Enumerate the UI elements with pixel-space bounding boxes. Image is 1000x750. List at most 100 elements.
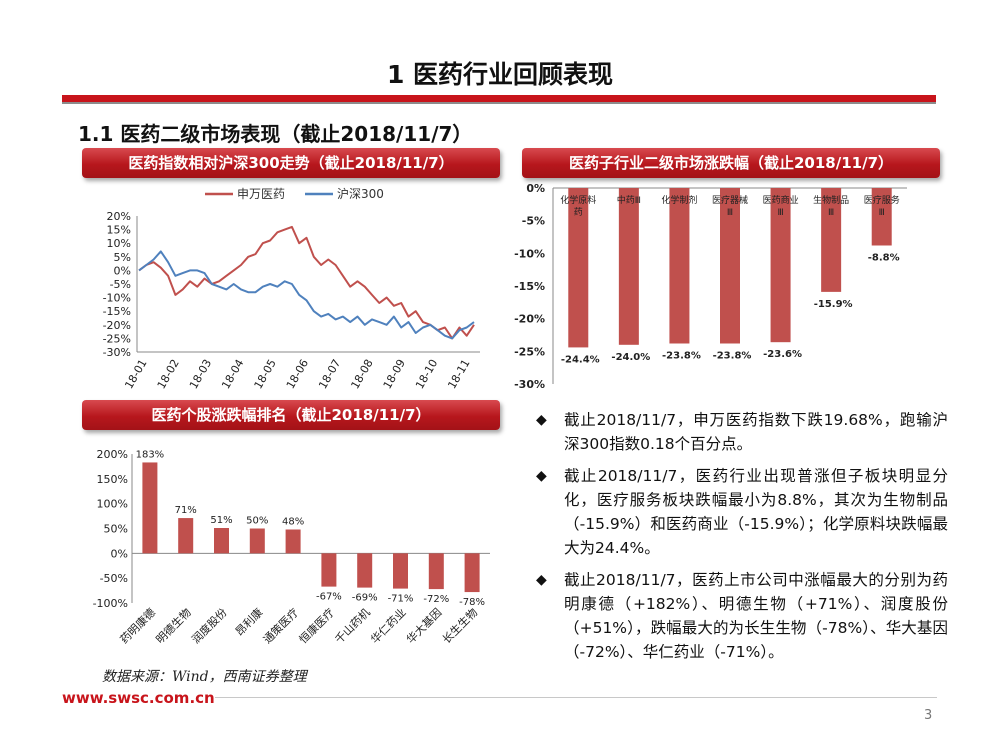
bullet-list: ◆ 截止2018/11/7，申万医药指数下跌19.68%，跑输沪深300指数0.… bbox=[536, 408, 948, 672]
bar-value-label: 48% bbox=[282, 516, 304, 527]
category-label: Ⅲ bbox=[727, 208, 733, 218]
bar-value-label: -71% bbox=[388, 594, 414, 605]
bar-value-label: 71% bbox=[175, 505, 197, 516]
bullet-text: 截止2018/11/7，医药行业出现普涨但子板块明显分化，医疗服务板块跌幅最小为… bbox=[564, 467, 948, 557]
title-underline-grey bbox=[62, 102, 936, 104]
category-label: 医疗服务 bbox=[864, 194, 900, 206]
bar bbox=[393, 553, 408, 589]
bar bbox=[720, 188, 740, 344]
category-label: Ⅲ bbox=[879, 208, 885, 218]
category-label: 医疗器械 bbox=[712, 194, 748, 206]
stock-rank-bar-chart: 200% 150% 100% 50% 0% -50% -100% 183% 药明康德 71% 明德生… bbox=[93, 448, 490, 646]
y-tick-label: -25% bbox=[103, 332, 131, 345]
index-trend-banner: 医药指数相对沪深300走势（截止2018/11/7） bbox=[82, 148, 500, 178]
category-label: 润度股份 bbox=[189, 605, 230, 646]
bar-value-label: -23.8% bbox=[713, 350, 752, 361]
bar bbox=[142, 462, 158, 554]
bullet-text: 截止2018/11/7，申万医药指数下跌19.68%，跑输沪深300指数0.18… bbox=[564, 411, 948, 453]
series-line bbox=[138, 225, 475, 340]
y-tick-label: -10% bbox=[103, 292, 131, 305]
x-tick-label: 18-04 bbox=[219, 357, 246, 391]
category-label: 化学原料 bbox=[560, 194, 596, 206]
y-tick-label: 100% bbox=[97, 498, 128, 511]
index-trend-chart: 申万医药 沪深300 20%15%10%5%0%-5%-10%-15%-20%-25… bbox=[103, 187, 480, 391]
x-tick-label: 18-11 bbox=[445, 357, 472, 391]
x-tick-label: 18-05 bbox=[252, 357, 279, 391]
bullet-item: ◆ 截止2018/11/7，医药行业出现普涨但子板块明显分化，医疗服务板块跌幅最… bbox=[536, 464, 948, 560]
category-label: 医药商业 bbox=[763, 194, 799, 206]
y-tick-label: -5% bbox=[522, 215, 545, 228]
bar bbox=[821, 188, 842, 292]
y-tick-label: 15% bbox=[107, 224, 131, 237]
bar bbox=[178, 518, 194, 554]
bullet-item: ◆ 截止2018/11/7，申万医药指数下跌19.68%，跑输沪深300指数0.… bbox=[536, 408, 948, 456]
category-label: 药明康德 bbox=[117, 605, 158, 646]
y-tick-label: -15% bbox=[514, 280, 545, 293]
category-label: 长生生物 bbox=[439, 605, 480, 646]
bar-value-label: -78% bbox=[459, 597, 485, 608]
y-tick-label: 50% bbox=[104, 523, 128, 536]
bar bbox=[357, 553, 373, 588]
category-label: 恒康医疗 bbox=[296, 605, 337, 646]
bar bbox=[249, 528, 265, 554]
bar-value-label: -23.8% bbox=[662, 350, 701, 361]
y-tick-label: -30% bbox=[103, 346, 131, 359]
category-label: 药 bbox=[574, 207, 583, 218]
y-tick-label: -10% bbox=[514, 247, 545, 260]
y-tick-label: 20% bbox=[107, 210, 131, 223]
y-tick-label: -50% bbox=[100, 572, 128, 585]
diamond-bullet-icon: ◆ bbox=[536, 572, 547, 588]
y-tick-label: -5% bbox=[110, 278, 131, 291]
category-label: 中药Ⅲ bbox=[617, 194, 641, 206]
category-label: 通策医疗 bbox=[260, 605, 301, 646]
bullet-text: 截止2018/11/7，医药上市公司中涨幅最大的分别为药明康德（+182%）、明… bbox=[564, 571, 948, 661]
bar bbox=[214, 528, 229, 554]
x-tick-label: 18-06 bbox=[284, 357, 311, 391]
bar-value-label: -8.8% bbox=[868, 252, 900, 263]
y-tick-label: 0% bbox=[526, 182, 545, 195]
source-note: 数据来源：Wind，西南证券整理 bbox=[102, 669, 307, 685]
bar bbox=[669, 188, 690, 344]
category-label: Ⅲ bbox=[777, 208, 783, 218]
bar bbox=[618, 188, 639, 345]
bar bbox=[321, 553, 337, 587]
category-label: 千山药机 bbox=[332, 605, 373, 646]
y-tick-label: 0% bbox=[114, 264, 131, 277]
bar-value-label: -69% bbox=[352, 593, 378, 604]
footer-divider bbox=[215, 697, 937, 698]
bar-value-label: -24.4% bbox=[561, 354, 600, 365]
bar-value-label: -23.6% bbox=[763, 349, 802, 360]
bar-value-label: -72% bbox=[423, 594, 449, 605]
website-link[interactable]: www.swsc.com.cn bbox=[62, 689, 215, 707]
y-tick-label: -30% bbox=[514, 378, 545, 391]
page-number: 3 bbox=[924, 708, 933, 723]
y-tick-label: 150% bbox=[97, 473, 128, 486]
bar bbox=[285, 529, 301, 554]
category-label: 华大基因 bbox=[403, 605, 444, 646]
category-label: 华仁药业 bbox=[368, 605, 409, 646]
y-tick-label: 5% bbox=[114, 251, 131, 264]
legend-label: 沪深300 bbox=[337, 187, 384, 201]
y-tick-label: -25% bbox=[514, 345, 545, 358]
bar bbox=[568, 188, 589, 348]
diamond-bullet-icon: ◆ bbox=[536, 412, 547, 428]
y-tick-label: -20% bbox=[514, 313, 545, 326]
category-label: Ⅲ bbox=[828, 208, 834, 218]
x-tick-label: 18-03 bbox=[187, 357, 214, 391]
diamond-bullet-icon: ◆ bbox=[536, 468, 547, 484]
category-label: 生物制品 bbox=[813, 194, 849, 206]
bar-value-label: -15.9% bbox=[814, 299, 853, 310]
bar-value-label: 50% bbox=[246, 516, 268, 527]
y-tick-label: -100% bbox=[93, 597, 128, 610]
bar bbox=[428, 553, 444, 590]
bar bbox=[770, 188, 791, 343]
y-tick-label: -15% bbox=[103, 305, 131, 318]
page-title: 1 医药行业回顾表现 bbox=[386, 60, 614, 89]
y-tick-label: 10% bbox=[107, 237, 131, 250]
bar-value-label: 183% bbox=[136, 449, 165, 460]
x-tick-label: 18-10 bbox=[413, 357, 440, 391]
x-tick-label: 18-02 bbox=[155, 357, 182, 391]
title-underline-red bbox=[62, 95, 936, 102]
x-tick-label: 18-07 bbox=[316, 357, 343, 391]
